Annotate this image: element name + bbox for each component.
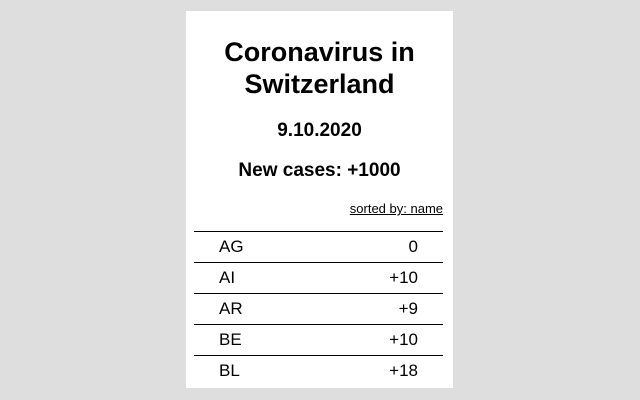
case-count: +18	[389, 361, 418, 380]
report-date: 9.10.2020	[277, 120, 362, 141]
table-row: BL +18	[194, 355, 443, 386]
title-line-2: Switzerland	[244, 69, 395, 99]
canton-code: BL	[219, 361, 240, 380]
table-row: AR +9	[194, 293, 443, 324]
title-line-1: Coronavirus in	[224, 37, 415, 67]
table-row: AI +10	[194, 262, 443, 293]
table-row: BE +10	[194, 324, 443, 355]
new-cases-total: New cases: +1000	[238, 160, 401, 181]
page-title: Coronavirus in Switzerland	[186, 36, 453, 100]
canton-code: AR	[219, 299, 243, 318]
sort-toggle-link[interactable]: sorted by: name	[349, 201, 443, 216]
table-row: AG 0	[194, 231, 443, 262]
cases-table: AG 0 AI +10 AR +9 BE +10 BL +18	[194, 231, 443, 386]
case-count: +10	[389, 330, 418, 349]
case-count: 0	[408, 237, 418, 256]
stats-card: Coronavirus in Switzerland 9.10.2020 New…	[186, 11, 453, 388]
canton-code: BE	[219, 330, 242, 349]
canton-code: AG	[219, 237, 244, 256]
canton-code: AI	[219, 268, 236, 287]
case-count: +10	[389, 268, 418, 287]
case-count: +9	[398, 299, 418, 318]
